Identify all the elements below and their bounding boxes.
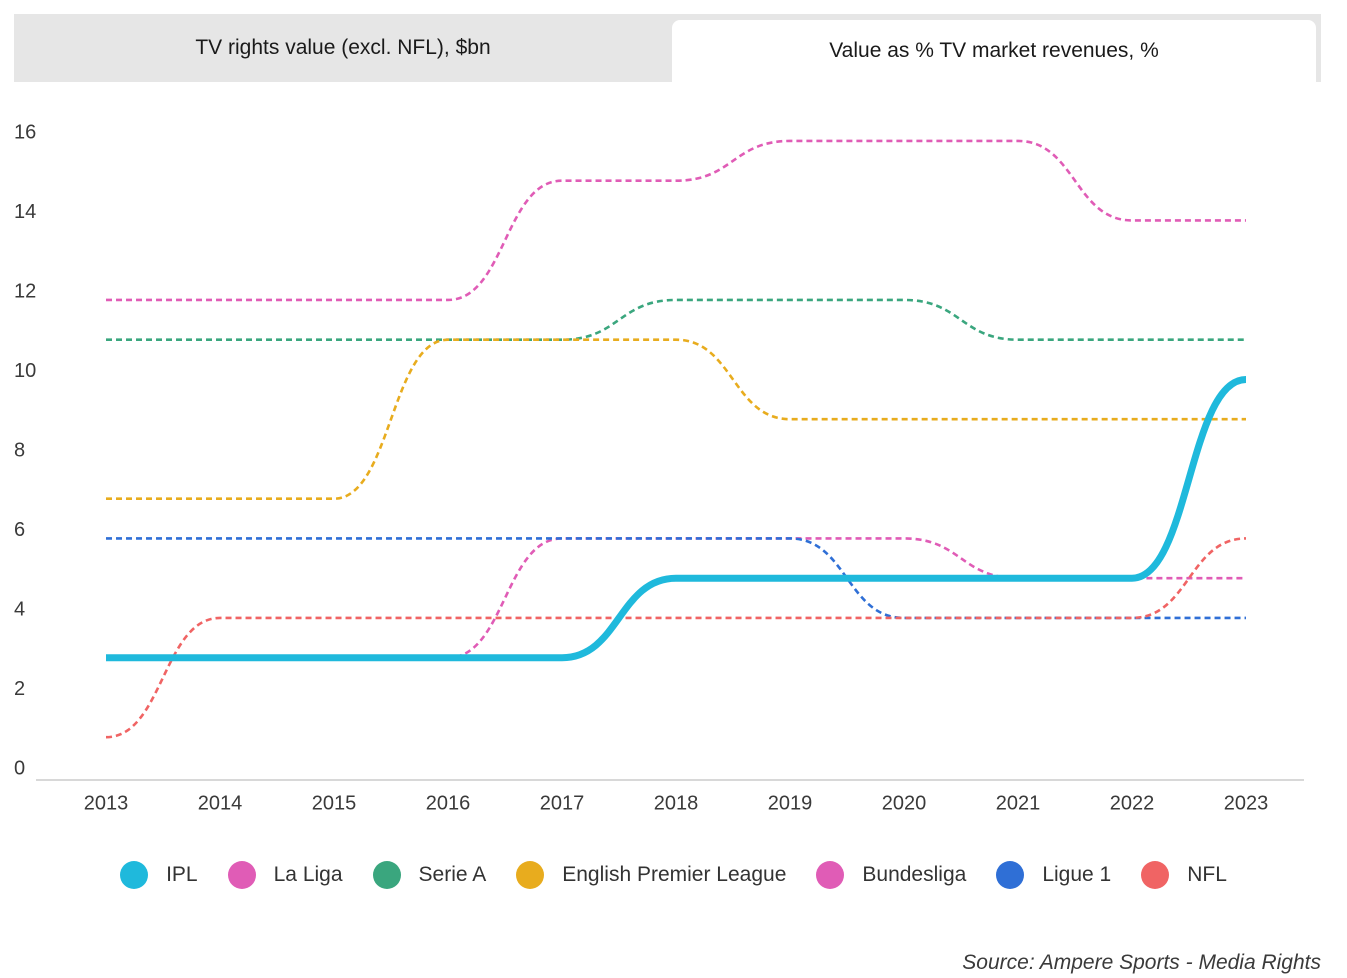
legend-item-english-premier-league[interactable]: English Premier League	[516, 861, 786, 889]
legend-swatch	[372, 861, 401, 889]
source-note: Source: Ampere Sports - Media Rights	[962, 951, 1321, 974]
legend-label: Ligue 1	[1042, 863, 1112, 886]
y-tick-label: 0	[14, 757, 25, 779]
legend-item-la-liga[interactable]: La Liga	[227, 861, 343, 889]
y-tick-label: 4	[14, 598, 25, 620]
y-axis-ticks: 0 2 4 6 8 10 12 14 16	[14, 121, 36, 779]
x-tick-label: 2023	[1224, 792, 1269, 814]
legend: IPL La Liga Serie A English Premier League B…	[0, 853, 1347, 897]
x-tick-label: 2016	[426, 792, 471, 814]
legend-item-bundesliga[interactable]: Bundesliga	[816, 861, 966, 889]
y-tick-label: 10	[14, 360, 36, 382]
tab-value-percent-revenues[interactable]: Value as % TV market revenues, %	[672, 20, 1316, 82]
legend-label: Serie A	[418, 863, 487, 886]
y-tick-label: 14	[14, 201, 36, 223]
legend-label: La Liga	[273, 863, 343, 886]
y-tick-label: 2	[14, 678, 25, 700]
series-line-english-premier-league[interactable]	[106, 338, 1246, 500]
legend-swatch	[816, 861, 845, 889]
x-tick-label: 2015	[312, 792, 357, 814]
legend-swatch	[516, 861, 545, 889]
y-tick-label: 12	[14, 280, 36, 302]
legend-item-ipl[interactable]: IPL	[120, 861, 198, 889]
legend-swatch	[996, 861, 1025, 889]
series-line-serie-a[interactable]	[106, 298, 1246, 341]
legend-label: IPL	[166, 863, 198, 886]
series-line-ipl[interactable]	[106, 375, 1247, 662]
series-line-ligue-1[interactable]	[106, 537, 1246, 620]
legend-swatch	[1141, 861, 1170, 889]
x-tick-label: 2013	[84, 792, 129, 814]
x-axis-ticks: 2013 2014 2015 2016 2017 2018 2019 2020 2021 2022…	[84, 792, 1269, 814]
y-tick-label: 8	[14, 439, 25, 461]
series-line-la-liga[interactable]	[106, 139, 1246, 302]
legend-item-serie-a[interactable]: Serie A	[372, 861, 487, 889]
x-tick-label: 2018	[654, 792, 699, 814]
legend-item-nfl[interactable]: NFL	[1141, 861, 1227, 889]
x-tick-label: 2022	[1110, 792, 1155, 814]
legend-label: NFL	[1187, 863, 1227, 886]
tab-tv-rights-value[interactable]: TV rights value (excl. NFL), $bn	[195, 36, 491, 59]
series-line-bundesliga[interactable]	[106, 537, 1246, 659]
x-tick-label: 2017	[540, 792, 585, 814]
chart-tabs: TV rights value (excl. NFL), $bn Value a…	[14, 14, 1321, 82]
x-tick-label: 2014	[198, 792, 243, 814]
x-tick-label: 2019	[768, 792, 813, 814]
legend-label: Bundesliga	[862, 863, 967, 886]
legend-item-ligue-1[interactable]: Ligue 1	[996, 861, 1111, 889]
series-lines	[105, 139, 1247, 739]
legend-swatch	[227, 861, 256, 889]
y-tick-label: 16	[14, 121, 36, 143]
x-tick-label: 2021	[996, 792, 1041, 814]
legend-swatch	[120, 861, 149, 889]
legend-label: English Premier League	[562, 863, 787, 886]
y-tick-label: 6	[14, 519, 25, 541]
x-tick-label: 2020	[882, 792, 927, 814]
series-line-nfl[interactable]	[105, 537, 1247, 739]
